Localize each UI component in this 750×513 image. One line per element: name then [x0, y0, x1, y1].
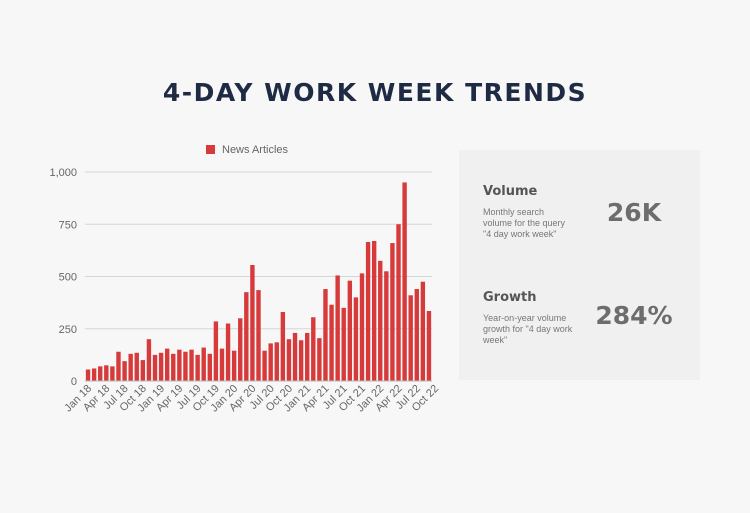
y-tick-label: 0	[71, 376, 77, 388]
growth-description: Year-on-year volume growth for "4 day wo…	[483, 313, 573, 345]
bar	[219, 348, 225, 381]
y-tick-label: 750	[59, 219, 77, 231]
bar	[152, 354, 158, 381]
y-tick-label: 1,000	[49, 167, 77, 179]
bar	[274, 342, 279, 381]
y-axis-ticks: 0 250 500 750 1,000	[49, 167, 77, 388]
bar	[207, 353, 212, 381]
bar	[104, 365, 109, 381]
bar	[195, 354, 200, 381]
page-title: 4-DAY WORK WEEK TRENDS	[162, 78, 588, 107]
bar	[250, 265, 255, 381]
bar	[146, 339, 152, 381]
bar	[390, 243, 395, 381]
bar	[292, 332, 298, 381]
chart-legend: News Articles	[206, 144, 289, 156]
bar	[183, 351, 188, 381]
bar	[371, 240, 377, 381]
bar	[305, 332, 310, 381]
bar	[231, 350, 237, 381]
bar	[347, 280, 353, 381]
bar	[91, 368, 97, 381]
chart-bars	[85, 182, 432, 381]
bar	[189, 349, 194, 381]
bar	[238, 318, 243, 381]
growth-heading: Growth	[483, 290, 537, 305]
bar	[359, 273, 365, 381]
volume-value: 26K	[606, 198, 662, 227]
bar	[317, 338, 322, 381]
bar	[426, 310, 432, 381]
bar	[244, 292, 249, 381]
bar	[98, 366, 103, 381]
bar	[213, 321, 219, 381]
bar	[128, 353, 133, 381]
bar	[134, 352, 139, 381]
bar	[335, 275, 340, 381]
bar	[225, 323, 231, 381]
bar	[280, 312, 286, 381]
bar	[110, 366, 115, 381]
bar	[201, 347, 206, 381]
bar	[329, 304, 334, 381]
bar	[268, 343, 273, 381]
bar	[262, 350, 267, 381]
bar	[353, 297, 359, 381]
bar	[116, 351, 121, 381]
bar	[286, 339, 292, 381]
stats-panel: Volume Monthly search volume for the que…	[459, 150, 700, 380]
volume-heading: Volume	[483, 184, 538, 199]
bar	[408, 295, 413, 381]
bar	[85, 369, 91, 381]
bar	[396, 224, 401, 381]
bar	[171, 353, 176, 381]
y-tick-label: 250	[59, 324, 77, 336]
bar	[256, 290, 261, 381]
bar	[414, 289, 419, 381]
y-tick-label: 500	[59, 272, 77, 284]
bar	[365, 242, 371, 381]
bar	[323, 289, 328, 381]
bar	[378, 260, 383, 381]
bar	[122, 361, 127, 381]
bar	[177, 349, 182, 381]
volume-description: Monthly search volume for the query "4 d…	[483, 207, 566, 239]
legend-label-news-articles: News Articles	[222, 144, 289, 156]
bar	[402, 182, 407, 381]
bar	[164, 348, 170, 381]
bar	[140, 360, 146, 381]
legend-swatch	[206, 145, 215, 154]
bar	[158, 352, 164, 381]
bar	[384, 271, 389, 381]
bar	[311, 317, 316, 381]
bar	[298, 340, 304, 381]
growth-value: 284%	[595, 301, 673, 330]
bar	[341, 307, 346, 381]
bar	[420, 281, 426, 381]
